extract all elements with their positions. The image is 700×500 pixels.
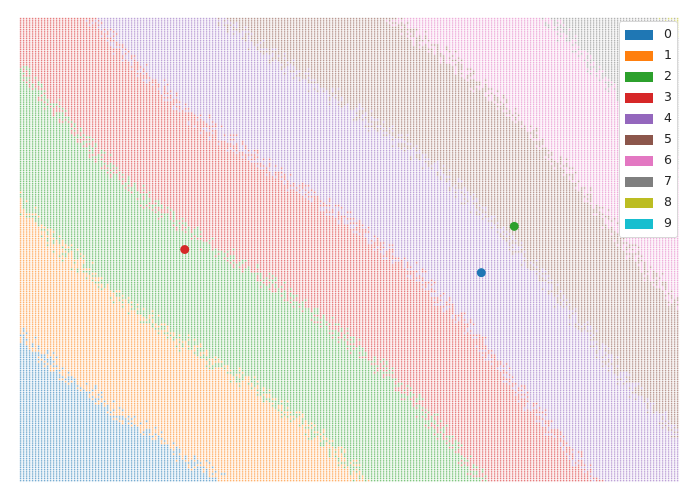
legend-item-0: 0 bbox=[620, 24, 677, 45]
legend-label: 4 bbox=[664, 110, 672, 126]
legend-item-3: 3 bbox=[620, 87, 677, 108]
legend-swatch bbox=[625, 29, 653, 40]
legend-swatch bbox=[625, 197, 653, 208]
legend-swatch bbox=[625, 71, 653, 82]
legend-label: 2 bbox=[664, 68, 672, 84]
legend-item-1: 1 bbox=[620, 45, 677, 66]
legend-label: 8 bbox=[664, 194, 672, 210]
legend-label: 5 bbox=[664, 131, 672, 147]
legend-swatch bbox=[625, 113, 653, 124]
legend-item-5: 5 bbox=[620, 129, 677, 150]
legend-item-9: 9 bbox=[620, 213, 677, 234]
legend-swatch bbox=[625, 50, 653, 61]
legend-swatch bbox=[625, 218, 653, 229]
legend-label: 7 bbox=[664, 173, 672, 189]
highlighted-points bbox=[180, 221, 519, 278]
legend-item-6: 6 bbox=[620, 150, 677, 171]
legend-swatch bbox=[625, 155, 653, 166]
legend-swatch bbox=[625, 92, 653, 103]
point-class-2 bbox=[509, 221, 519, 231]
legend-item-7: 7 bbox=[620, 171, 677, 192]
legend-item-4: 4 bbox=[620, 108, 677, 129]
legend-swatch bbox=[625, 134, 653, 145]
legend-label: 3 bbox=[664, 89, 672, 105]
legend-label: 9 bbox=[664, 215, 672, 231]
point-class-0 bbox=[476, 268, 486, 278]
legend-item-2: 2 bbox=[620, 66, 677, 87]
point-class-3 bbox=[180, 245, 190, 254]
legend: 0 1 2 3 4 5 6 7 8 9 bbox=[619, 21, 678, 238]
legend-label: 0 bbox=[664, 26, 672, 42]
legend-label: 6 bbox=[664, 152, 672, 168]
legend-swatch bbox=[625, 176, 653, 187]
legend-item-8: 8 bbox=[620, 192, 677, 213]
legend-label: 1 bbox=[664, 47, 672, 63]
